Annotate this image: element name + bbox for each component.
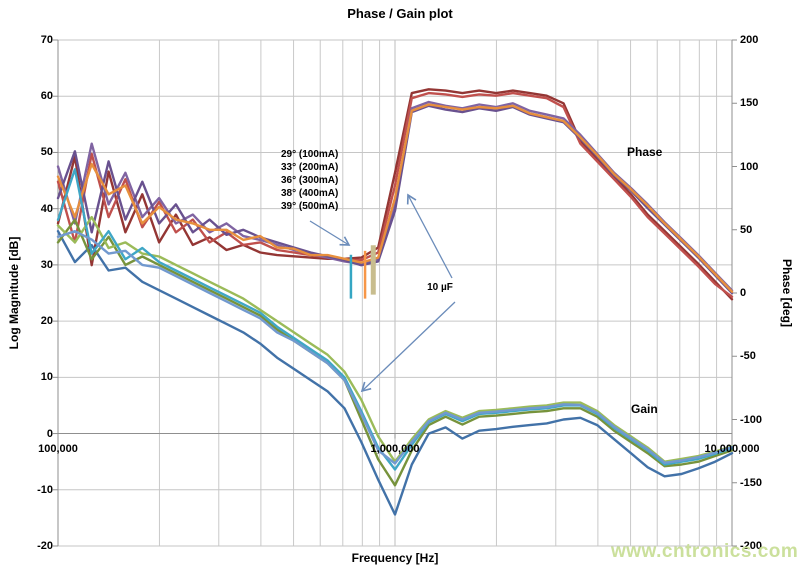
right-tick-200: 200 bbox=[740, 34, 759, 46]
x-tick-1000000: 1,000,000 bbox=[370, 443, 420, 455]
phase-margin-line: 29° (100mA) bbox=[281, 149, 339, 160]
right-tick--100: -100 bbox=[740, 413, 763, 426]
phase-margin-line: 36° (300mA) bbox=[281, 175, 339, 186]
cap-arrow-to-gain bbox=[360, 301, 456, 393]
capacitor-annotation: 10 µF bbox=[427, 282, 453, 293]
phase-margin-line: 38° (400mA) bbox=[281, 188, 339, 199]
right-tick-50: 50 bbox=[740, 223, 753, 236]
series-phase-200-ma bbox=[56, 91, 734, 298]
x-axis-title: Frequency [Hz] bbox=[351, 551, 439, 565]
right-axis-title: Phase [deg] bbox=[780, 258, 794, 328]
phase-margin-line: 33° (200mA) bbox=[281, 162, 339, 173]
right-tick-150: 150 bbox=[740, 97, 759, 110]
phase-margin-annotation: 29° (100mA) 33° (200mA) 36° (300mA) 38° (40… bbox=[281, 148, 338, 213]
left-tick-70: 70 bbox=[40, 34, 53, 46]
left-tick-50: 50 bbox=[40, 146, 53, 159]
left-tick--20: -20 bbox=[37, 540, 53, 552]
left-axis-title: Log Magnitude [dB] bbox=[7, 236, 21, 350]
margin-arrow bbox=[309, 220, 351, 246]
right-tick--200: -200 bbox=[740, 540, 763, 552]
right-tick--50: -50 bbox=[740, 350, 756, 363]
phase-margin-line: 39° (500mA) bbox=[281, 201, 339, 212]
x-tick-10000000: 10,000,000 bbox=[704, 443, 760, 455]
left-tick--10: -10 bbox=[37, 483, 53, 496]
watermark: www.cntronics.com bbox=[611, 541, 799, 562]
left-tick-40: 40 bbox=[40, 202, 53, 215]
left-tick-10: 10 bbox=[40, 371, 53, 384]
right-tick--150: -150 bbox=[740, 476, 763, 489]
left-tick-0: 0 bbox=[46, 427, 53, 440]
series-gain-200-ma bbox=[56, 218, 734, 487]
left-tick-60: 60 bbox=[40, 90, 53, 103]
cap-arrow-to-phase bbox=[406, 193, 453, 279]
series-gain-500-ma bbox=[56, 229, 734, 465]
left-tick-30: 30 bbox=[40, 258, 53, 271]
series-gain-100-ma bbox=[56, 229, 734, 516]
phase-curve-label: Phase bbox=[627, 145, 663, 159]
chart-title: Phase / Gain plot bbox=[347, 6, 453, 21]
right-tick-0: 0 bbox=[740, 287, 747, 299]
left-tick-20: 20 bbox=[40, 315, 53, 328]
right-tick-100: 100 bbox=[740, 160, 759, 173]
gain-curve-label: Gain bbox=[631, 402, 658, 416]
series-phase-500-ma bbox=[56, 103, 734, 293]
x-tick-100000: 100,000 bbox=[38, 443, 78, 455]
